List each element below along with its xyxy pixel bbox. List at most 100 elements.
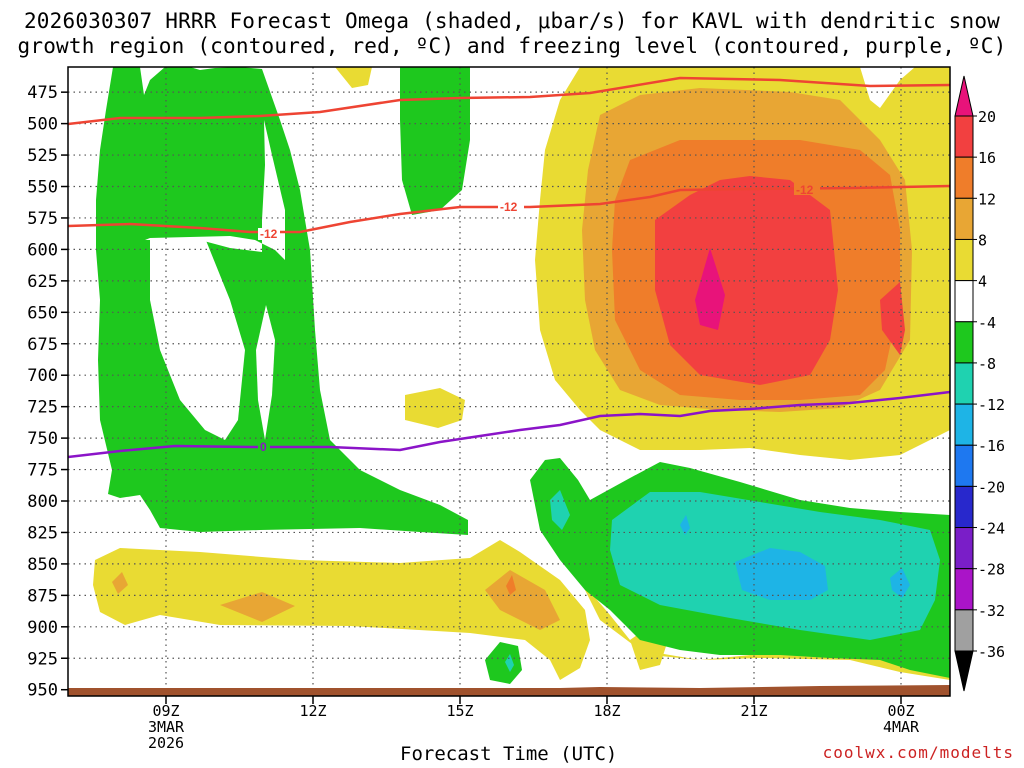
colorbar-swatch <box>954 115 974 158</box>
y-tick-label: 900 <box>27 618 58 638</box>
colorbar-swatch <box>954 527 974 570</box>
colorbar-swatch <box>954 321 974 364</box>
y-tick-label: 775 <box>27 461 58 481</box>
y-tick-label: 675 <box>27 335 58 355</box>
omega-cyan-region <box>890 568 910 598</box>
y-tick-label: 500 <box>27 115 58 135</box>
y-tick-label: 825 <box>27 523 58 543</box>
colorbar-label: 16 <box>978 149 996 167</box>
y-tick-label: 725 <box>27 398 58 418</box>
x-tick-label: 09Z <box>152 702 179 720</box>
omega-yellow-region <box>93 540 590 680</box>
colorbar-swatch <box>954 485 974 529</box>
dgz-lower-contour <box>68 184 950 234</box>
dgz-contour-label: -12 <box>260 227 278 241</box>
y-tick-label: 750 <box>27 429 58 449</box>
omega-green-region <box>96 67 468 535</box>
omega-teal-region <box>505 654 514 672</box>
ground-strip <box>68 685 950 696</box>
colorbar-swatch <box>954 609 974 652</box>
colorbar-swatch <box>954 403 974 446</box>
dendritic-growth-contours: -12 -12 -12 <box>68 76 950 241</box>
omega-gold-region <box>112 572 128 594</box>
omega-yellow-region <box>335 67 372 88</box>
y-tick-label: 875 <box>27 586 58 606</box>
omega-red-region <box>655 176 838 385</box>
colorbar-label: -20 <box>978 478 1005 496</box>
x-tick-label: 2026 <box>148 734 184 752</box>
plot-frame <box>67 66 951 697</box>
colorbar-label: -12 <box>978 396 1005 414</box>
x-tick-label: 12Z <box>299 702 326 720</box>
omega-yellow-region <box>405 388 465 428</box>
y-tick-label: 600 <box>27 240 58 260</box>
colorbar-swatch <box>954 362 974 405</box>
contour-label-bg <box>794 183 820 195</box>
freezing-level-contour-group: 0 <box>68 390 950 459</box>
freezing-level-label: 0 <box>260 440 267 454</box>
pressure-axis: 475 500 525 550 575 600 625 650 675 700 725 750 775 8… <box>27 83 68 701</box>
omega-cyan-region <box>680 515 690 535</box>
colorbar-bottom-arrow <box>954 650 974 692</box>
x-tick-label: 21Z <box>740 702 767 720</box>
omega-teal-region <box>550 490 570 530</box>
colorbar-label: -36 <box>978 643 1005 661</box>
x-tick-label: 00Z <box>887 702 914 720</box>
omega-red-region <box>880 282 905 355</box>
time-gridlines <box>165 67 902 696</box>
y-tick-label: 475 <box>27 83 58 103</box>
y-tick-label: 525 <box>27 146 58 166</box>
colorbar-swatch <box>954 156 974 199</box>
chart-title-line2: growth region (contoured, red, ºC) and f… <box>17 34 1007 58</box>
x-tick-label: 18Z <box>593 702 620 720</box>
x-tick-label: 4MAR <box>883 718 920 736</box>
colorbar-label: 12 <box>978 190 996 208</box>
colorbar-swatch <box>954 238 974 282</box>
colorbar-swatch <box>954 280 974 323</box>
colorbar-label: -4 <box>978 314 996 332</box>
colorbar-swatch <box>954 197 974 240</box>
freezing-level-contour <box>68 390 950 459</box>
contour-label-bg <box>258 228 280 240</box>
dgz-upper-contour <box>68 76 950 126</box>
colorbar-label: 4 <box>978 273 987 291</box>
chart-title-line1: 2026030307 HRRR Forecast Omega (shaded, … <box>23 9 1001 33</box>
omega-white-hole <box>150 238 245 440</box>
y-tick-label: 950 <box>27 681 58 701</box>
y-tick-label: 700 <box>27 366 58 386</box>
colorbar-label: -24 <box>978 520 1005 538</box>
omega-magenta-max <box>695 248 725 330</box>
colorbar-label: 20 <box>978 108 996 126</box>
pressure-gridlines <box>68 91 950 691</box>
colorbar-label: -28 <box>978 561 1005 579</box>
colorbar-label: 8 <box>978 231 987 249</box>
y-tick-label: 550 <box>27 178 58 198</box>
dgz-contour-label: -12 <box>796 183 814 197</box>
y-tick-label: 650 <box>27 303 58 323</box>
omega-green-region <box>400 67 470 215</box>
omega-cyan-region <box>735 548 828 600</box>
y-tick-label: 625 <box>27 272 58 292</box>
omega-colorbar: 20 16 12 8 4 -4 -8 -12 -16 -20 -24 -28 -32 -36 <box>954 75 1005 692</box>
colorbar-swatch <box>954 444 974 487</box>
y-tick-label: 850 <box>27 555 58 575</box>
colorbar-label: -16 <box>978 437 1005 455</box>
omega-green-region <box>485 642 522 684</box>
dgz-contour-label: -12 <box>500 200 518 214</box>
y-tick-label: 925 <box>27 649 58 669</box>
colorbar-swatch <box>954 568 974 611</box>
x-axis-label: Forecast Time (UTC) <box>400 743 618 765</box>
colorbar-label: -32 <box>978 602 1005 620</box>
colorbar-top-arrow <box>954 75 974 117</box>
contour-label-bg <box>258 440 270 452</box>
x-tick-label: 3MAR <box>148 718 185 736</box>
omega-gold-region <box>220 592 295 622</box>
omega-gold-region <box>485 570 560 630</box>
omega-orange-spot <box>506 575 516 595</box>
credit-link[interactable]: coolwx.com/modelts <box>822 743 1014 762</box>
contour-label-bg <box>498 201 524 213</box>
y-tick-label: 575 <box>27 209 58 229</box>
omega-white-hole <box>145 120 285 260</box>
